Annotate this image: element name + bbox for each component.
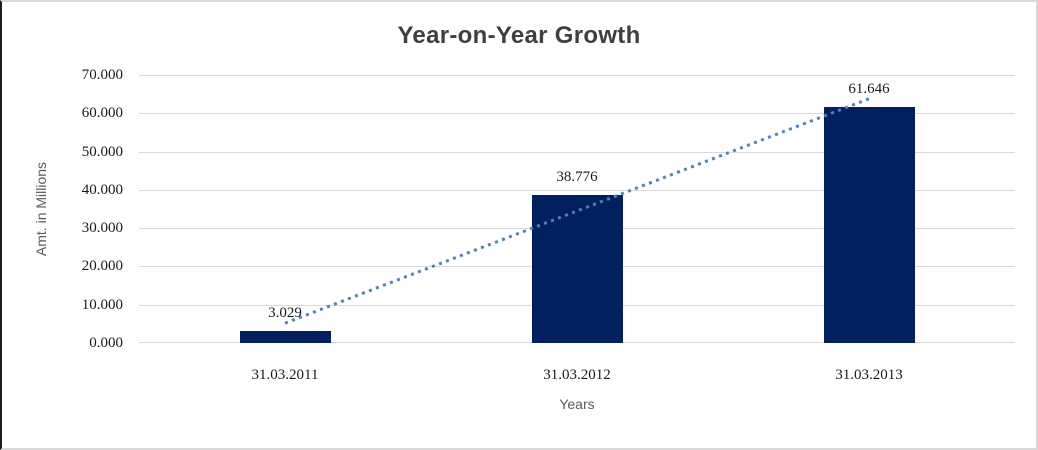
chart-title: Year-on-Year Growth [397,22,641,49]
trendline-path [284,97,870,325]
bar [823,106,915,343]
y-tick-label: 30.000 [81,220,123,237]
trendline [284,97,870,325]
plot-area: 3.029 38.776 61.646 [139,75,1015,343]
gridline [139,113,1015,115]
y-tick-label: 50.000 [81,143,123,160]
y-tick-label: 0.000 [89,335,123,351]
y-tick-label: 10.000 [81,296,123,313]
x-category-label: 31.03.2013 [835,367,903,383]
gridline [139,75,1015,76]
x-category-label: 31.03.2012 [543,367,611,383]
y-tick-label: 20.000 [81,258,123,275]
bar [531,194,623,343]
data-label: 38.776 [556,168,598,185]
y-tick-label: 40.000 [81,181,123,198]
x-category-label: 31.03.2011 [251,367,319,383]
data-label: 3.029 [268,305,302,322]
gridline [139,189,1015,191]
x-axis-title: Years [559,396,595,412]
gridline [139,151,1015,153]
y-tick-label: 70.000 [81,67,123,83]
data-label: 61.646 [848,80,890,97]
bar [239,331,331,343]
y-tick-label: 60.000 [81,105,123,122]
